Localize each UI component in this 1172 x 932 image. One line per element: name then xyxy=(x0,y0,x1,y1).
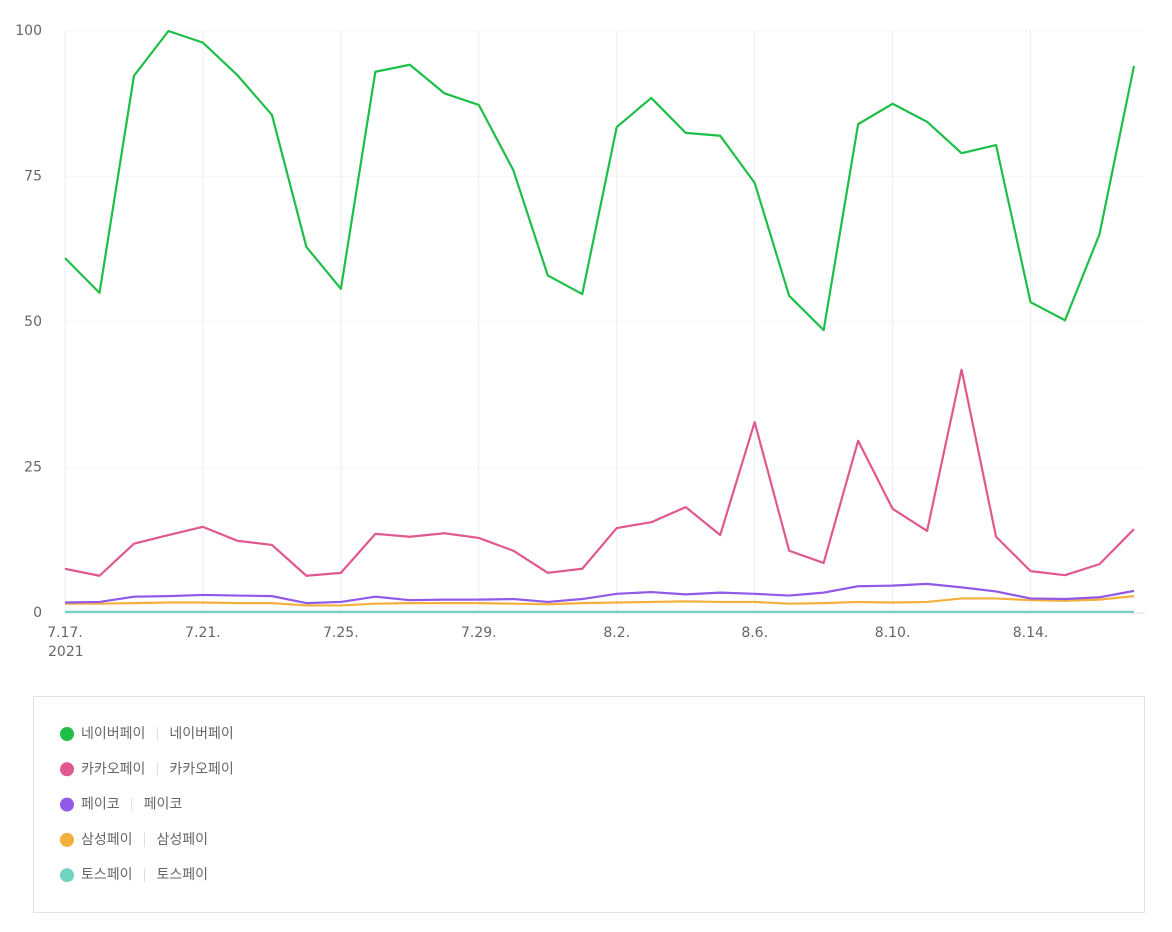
legend-marker xyxy=(60,762,74,777)
x-tick-label: 7.25. xyxy=(323,625,359,641)
series-line xyxy=(64,582,1135,605)
series-line xyxy=(65,595,1135,607)
legend-sublabel: 삼성페이 xyxy=(157,832,209,848)
series-line xyxy=(64,368,1135,577)
legend-marker xyxy=(60,797,74,812)
legend-marker xyxy=(60,832,74,847)
legend-sublabel: 토스페이 xyxy=(157,867,209,883)
x-tick-label: 8.2. xyxy=(603,625,630,641)
legend-label: 네이버페이 xyxy=(81,726,145,742)
legend-label: 삼성페이 xyxy=(81,832,133,848)
legend-label: 카카오페이 xyxy=(81,761,145,777)
legend-marker xyxy=(60,868,74,883)
y-tick-label: 25 xyxy=(24,460,42,476)
y-tick-label: 75 xyxy=(24,169,42,185)
legend-sublabel: 페이코 xyxy=(144,797,183,813)
x-tick-label: 7.29. xyxy=(461,625,497,641)
legend-box xyxy=(33,696,1145,913)
x-tick-label: 7.17. xyxy=(47,625,83,641)
legend-sublabel: 카카오페이 xyxy=(169,761,233,777)
y-tick-label: 100 xyxy=(15,23,42,39)
x-tick-label: 8.6. xyxy=(741,625,768,641)
series-line xyxy=(64,29,1136,332)
legend-label: 토스페이 xyxy=(81,867,133,883)
x-tick-label: 8.10. xyxy=(875,625,911,641)
y-tick-label: 50 xyxy=(24,314,42,330)
x-sublabel: 2021 xyxy=(48,644,84,660)
legend-sublabel: 네이버페이 xyxy=(169,726,233,742)
x-tick-label: 7.21. xyxy=(185,625,221,641)
y-tick-label: 0 xyxy=(33,605,42,621)
x-tick-label: 8.14. xyxy=(1013,625,1049,641)
legend-label: 페이코 xyxy=(81,797,120,813)
legend-marker xyxy=(60,727,74,741)
